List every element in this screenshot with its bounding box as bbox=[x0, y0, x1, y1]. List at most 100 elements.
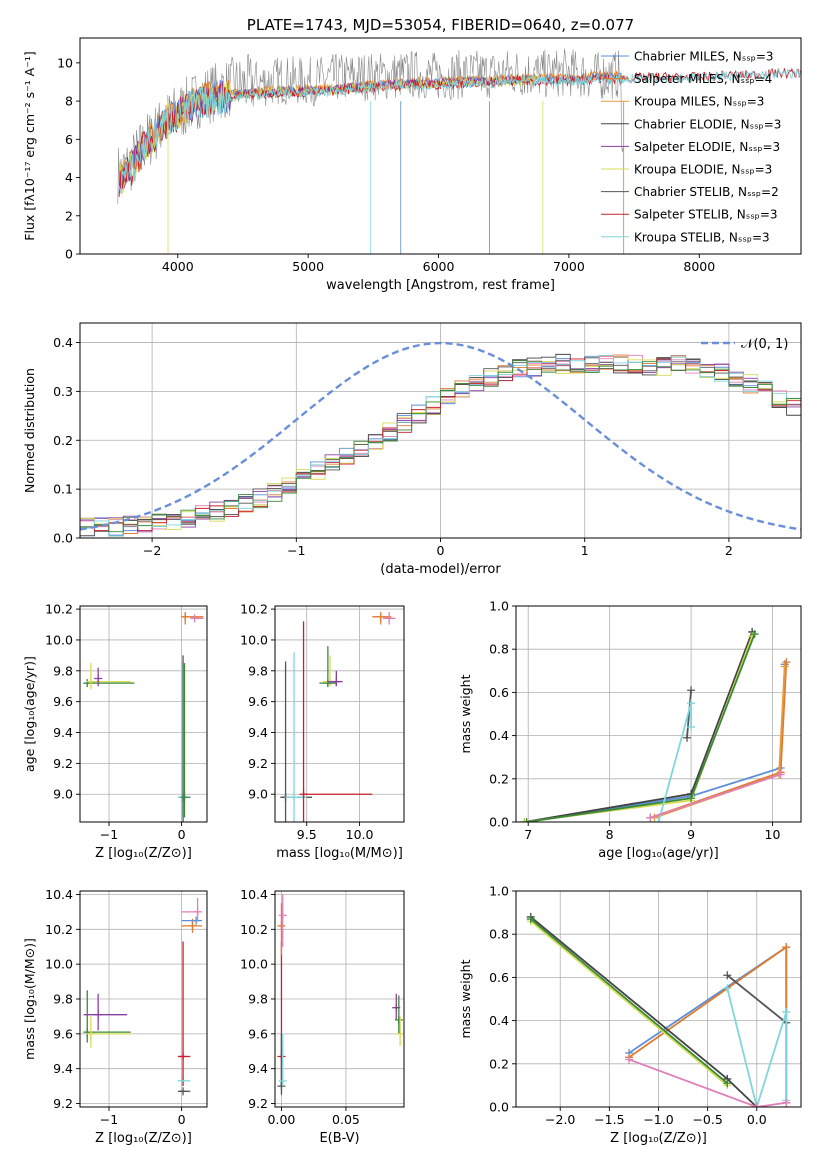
x-axis-label: age [log₁₀(age/yr)] bbox=[598, 846, 719, 861]
y-axis-label: mass [log₁₀(M/M⊙)] bbox=[22, 938, 37, 1060]
y-tick-label: 9.2 bbox=[248, 756, 268, 771]
x-tick-label: −2 bbox=[143, 543, 161, 558]
y-axis-label: mass weight bbox=[458, 674, 473, 753]
y-tick-label: 9.8 bbox=[248, 992, 268, 1007]
y-tick-label: 9.4 bbox=[53, 725, 73, 740]
panel-age-vs-mass: 9.5 10.0 9.0 9.2 9.4 9.6 9.8 10.0 10.2 mass [log₁… bbox=[240, 602, 405, 861]
data-point bbox=[181, 612, 190, 621]
y-tick-label: 9.2 bbox=[248, 1096, 268, 1111]
x-tick-label: 6000 bbox=[423, 259, 455, 274]
x-tick-label: −1 bbox=[100, 1112, 118, 1127]
y-tick-label: 0.2 bbox=[489, 1056, 509, 1071]
axes-frame bbox=[79, 322, 802, 539]
plot-area bbox=[520, 627, 791, 822]
x-axis-label: E(B-V) bbox=[319, 1131, 359, 1146]
y-tick-label: 10.0 bbox=[240, 632, 268, 647]
y-tick-label: 1.0 bbox=[489, 599, 509, 614]
histogram-pink bbox=[80, 354, 801, 530]
data-point bbox=[290, 793, 299, 802]
series-line-pink bbox=[650, 773, 781, 819]
x-axis-label: Z [log₁₀(Z/Z⊙)] bbox=[610, 1131, 707, 1146]
data-point bbox=[782, 1098, 791, 1107]
data-point bbox=[177, 1076, 186, 1085]
y-axis-label: age [log₁₀(age/yr)] bbox=[22, 656, 37, 772]
x-tick-label: −1.0 bbox=[643, 1112, 673, 1127]
x-tick-label: 0 bbox=[178, 827, 186, 842]
data-point bbox=[520, 818, 529, 822]
y-tick-label: 10.2 bbox=[45, 602, 73, 617]
y-tick-label: 10.2 bbox=[240, 602, 268, 617]
data-point bbox=[526, 915, 535, 924]
series-line-pink bbox=[628, 1058, 787, 1107]
data-point bbox=[83, 1028, 92, 1037]
legend: Chabrier MILES, Nₛₛₚ=3 Salpeter MILES, Nₛ… bbox=[601, 50, 781, 244]
data-point bbox=[646, 813, 655, 822]
x-tick-label: 9 bbox=[687, 827, 695, 842]
histogram-salpeter_miles bbox=[80, 354, 801, 534]
grid bbox=[516, 605, 801, 823]
series-line-kroupa_stelib bbox=[657, 702, 692, 822]
grid bbox=[275, 606, 404, 822]
data-point bbox=[94, 1010, 103, 1019]
series-line-kroupa_elodie bbox=[530, 920, 728, 1087]
x-tick-label: 4000 bbox=[162, 259, 194, 274]
plot-area bbox=[80, 341, 801, 537]
y-tick-label: 0.2 bbox=[53, 433, 73, 448]
legend-label: Salpeter STELIB, Nₛₛₚ=3 bbox=[634, 208, 778, 222]
legend-label: Chabrier MILES, Nₛₛₚ=3 bbox=[634, 50, 774, 64]
panel-mass-vs-Z: −1 0 9.2 9.4 9.6 9.8 10.0 10.2 10.4 Z [log₁₀(Z/Z⊙… bbox=[22, 887, 208, 1146]
data-point bbox=[723, 1079, 732, 1088]
grid bbox=[80, 323, 801, 539]
y-tick-label: 0 bbox=[65, 247, 73, 262]
histogram-salpeter_stelib bbox=[80, 355, 801, 532]
legend-label: Kroupa STELIB, Nₛₛₚ=3 bbox=[634, 230, 770, 244]
data-point bbox=[277, 1082, 286, 1091]
series-line-green bbox=[530, 918, 728, 1084]
axes-frame bbox=[515, 890, 802, 1108]
y-axis-label: mass weight bbox=[458, 959, 473, 1038]
plot-area bbox=[526, 912, 791, 1107]
plot-area bbox=[83, 612, 204, 822]
y-tick-label: 9.6 bbox=[248, 1026, 268, 1041]
data-point bbox=[278, 1076, 287, 1085]
data-point bbox=[683, 733, 691, 742]
y-tick-label: 0.8 bbox=[489, 642, 509, 657]
x-tick-label: 0.0 bbox=[747, 1112, 767, 1127]
data-point bbox=[776, 770, 785, 779]
x-tick-label: 10 bbox=[765, 827, 781, 842]
x-tick-label: 8000 bbox=[683, 259, 715, 274]
y-tick-label: 0.4 bbox=[489, 1013, 509, 1028]
x-tick-label: 8 bbox=[606, 827, 614, 842]
normal-curve bbox=[80, 341, 801, 531]
data-point bbox=[782, 943, 791, 952]
grid bbox=[275, 891, 404, 1107]
data-point bbox=[687, 686, 696, 695]
axes-frame bbox=[79, 890, 208, 1108]
data-point bbox=[687, 722, 696, 731]
data-point bbox=[277, 921, 286, 930]
plot-area bbox=[277, 894, 404, 1095]
axes-frame bbox=[515, 605, 802, 823]
y-tick-label: 9.8 bbox=[248, 663, 268, 678]
plot-area bbox=[83, 897, 202, 1096]
grid bbox=[80, 606, 207, 822]
data-point bbox=[180, 793, 189, 802]
x-tick-label: 1 bbox=[581, 543, 589, 558]
panel-residuals: −2 −1 0 1 2 0.0 0.1 0.2 0.3 0.4 𝒩(0, 1) (data-model… bbox=[22, 322, 802, 577]
y-tick-label: 9.2 bbox=[53, 1096, 73, 1111]
x-tick-label: 0 bbox=[437, 543, 445, 558]
data-point bbox=[396, 1029, 404, 1038]
y-tick-label: 9.8 bbox=[53, 663, 73, 678]
y-tick-label: 9.6 bbox=[53, 694, 73, 709]
x-tick-label: 0 bbox=[178, 1112, 186, 1127]
axes-frame bbox=[79, 37, 802, 255]
x-tick-label: 9.5 bbox=[297, 827, 317, 842]
data-point bbox=[188, 921, 197, 930]
y-tick-label: 0.4 bbox=[489, 728, 509, 743]
y-tick-label: 10 bbox=[57, 55, 73, 70]
data-point bbox=[522, 818, 531, 822]
histogram-chabrier_elodie bbox=[80, 353, 801, 537]
data-point bbox=[687, 794, 696, 803]
y-tick-label: 0.0 bbox=[489, 1100, 509, 1115]
y-tick-label: 10.0 bbox=[45, 957, 73, 972]
